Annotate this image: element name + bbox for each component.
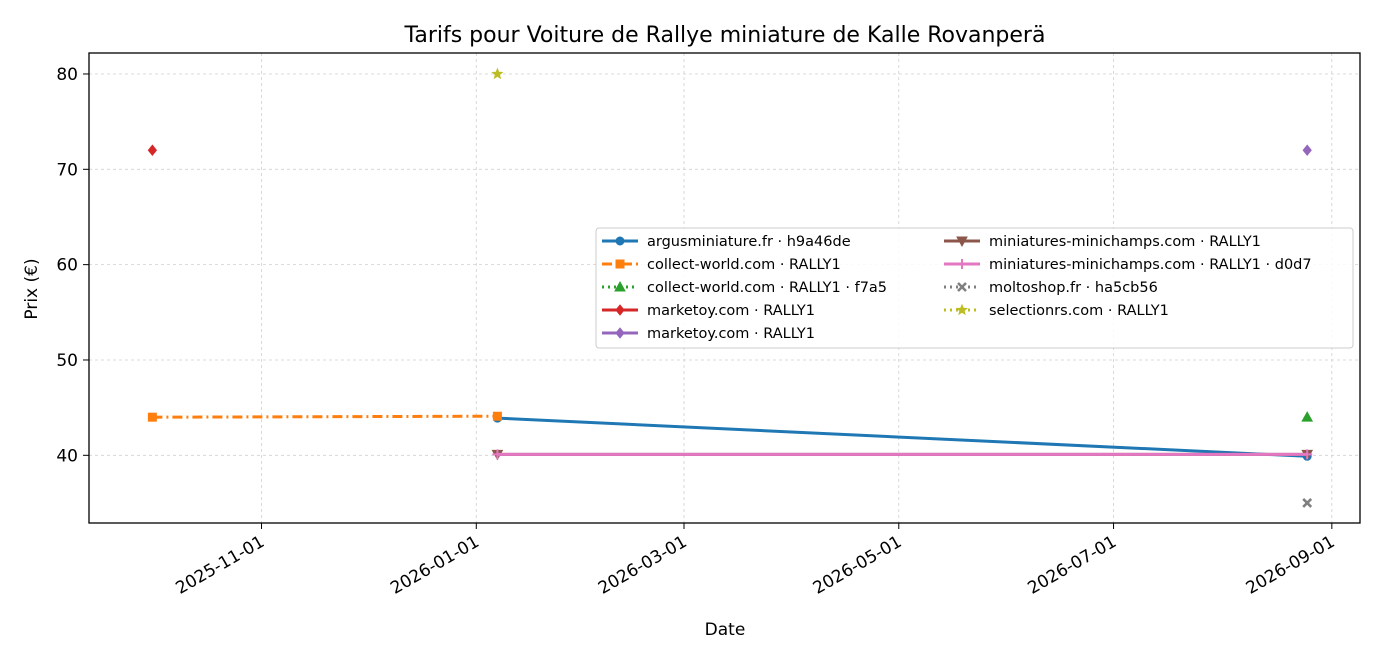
legend-item: selectionrs.com · RALLY1: [944, 303, 1169, 319]
legend-item: argusminiature.fr · h9a46de: [602, 234, 851, 250]
chart-title: Tarifs pour Voiture de Rallye miniature …: [404, 23, 1046, 48]
x-tick-label: 2026-01-01: [387, 532, 483, 599]
legend-swatch-marker: [615, 327, 625, 339]
series-7: [492, 449, 1313, 460]
data-point: [1301, 411, 1314, 422]
y-tick-label: 50: [56, 351, 78, 371]
legend-item: collect-world.com · RALLY1 · f7a5: [602, 280, 887, 296]
series-line: [152, 414, 498, 419]
data-point: [1302, 144, 1312, 157]
y-tick-label: 60: [56, 256, 78, 276]
x-tick-label: 2026-05-01: [810, 532, 906, 599]
data-point: [147, 412, 157, 422]
legend-label: miniatures-minichamps.com · RALLY1 · d0d…: [989, 257, 1312, 273]
series-9: [491, 67, 504, 80]
legend-item: collect-world.com · RALLY1: [602, 257, 841, 273]
legend-item: moltoshop.fr · ha5cb56: [944, 280, 1158, 296]
series-2: [147, 411, 502, 422]
legend-item: marketoy.com · RALLY1: [602, 303, 815, 319]
legend-item: miniatures-minichamps.com · RALLY1 · d0d…: [944, 257, 1312, 273]
series-5: [1302, 144, 1312, 157]
legend-label: selectionrs.com · RALLY1: [989, 303, 1169, 319]
legend: argusminiature.fr · h9a46de collect-world…: [595, 227, 1354, 349]
data-point: [1302, 498, 1313, 508]
legend-label: marketoy.com · RALLY1: [647, 303, 815, 319]
legend-label: collect-world.com · RALLY1 · f7a5: [647, 280, 887, 296]
y-tick-label: 70: [56, 160, 78, 180]
series-3: [1301, 411, 1314, 422]
data-point: [147, 144, 158, 157]
x-axis: 2025-11-01 2026-01-01 2026-03-01 2026-05-01…: [172, 523, 1338, 599]
legend-item: miniatures-minichamps.com · RALLY1: [944, 234, 1261, 250]
legend-label: argusminiature.fr · h9a46de: [647, 234, 851, 250]
legend-swatch-marker: [957, 282, 967, 292]
series-4: [147, 144, 158, 157]
x-tick-label: 2026-03-01: [595, 532, 691, 599]
series-layer: [147, 67, 1314, 508]
data-point: [1302, 449, 1313, 460]
series-line: [497, 416, 1308, 458]
y-tick-label: 40: [56, 446, 78, 466]
x-tick-label: 2026-09-01: [1243, 532, 1339, 599]
series-8: [1302, 498, 1313, 508]
legend-swatch-marker: [615, 259, 625, 269]
legend-label: moltoshop.fr · ha5cb56: [989, 280, 1158, 296]
data-point: [491, 67, 504, 80]
plot-frame: [88, 52, 1361, 524]
legend-swatch-marker: [614, 280, 626, 292]
x-tick-label: 2026-07-01: [1024, 532, 1120, 599]
y-axis-label: Prix (€): [22, 258, 42, 319]
x-tick-label: 2025-11-01: [172, 532, 268, 599]
legend-item: marketoy.com · RALLY1: [602, 326, 815, 342]
legend-label: miniatures-minichamps.com · RALLY1: [989, 234, 1261, 250]
y-axis: 40 50 60 70 80: [56, 65, 89, 466]
data-point: [492, 411, 502, 421]
legend-swatch-marker: [615, 236, 625, 246]
x-axis-label: Date: [705, 620, 746, 640]
data-point: [492, 449, 503, 460]
legend-swatch-marker: [955, 303, 969, 316]
y-tick-label: 80: [56, 65, 78, 85]
legend-swatch-marker: [615, 304, 625, 316]
legend-label: collect-world.com · RALLY1: [647, 257, 841, 273]
legend-swatch-marker: [956, 236, 968, 248]
legend-swatch-marker: [957, 259, 967, 269]
legend-label: marketoy.com · RALLY1: [647, 326, 815, 342]
